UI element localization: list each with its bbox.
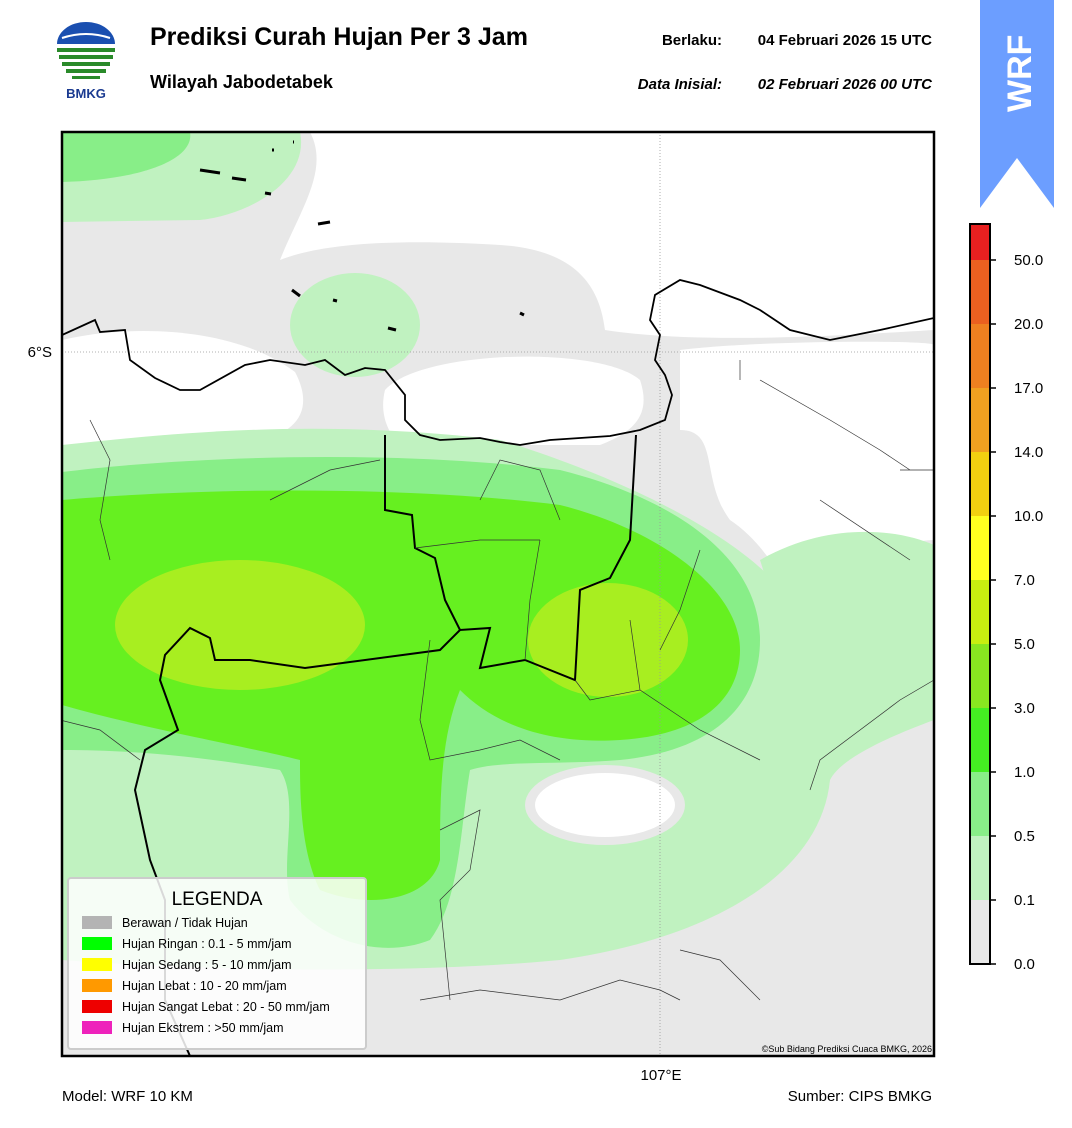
valid-label: Berlaku: <box>662 32 722 49</box>
legend-swatch <box>82 937 112 950</box>
footer-model: Model: WRF 10 KM <box>62 1088 193 1105</box>
map <box>62 132 934 1056</box>
colorbar-segment <box>970 516 990 580</box>
colorbar-segment <box>970 324 990 388</box>
colorbar-segment <box>970 260 990 324</box>
legend-label: Hujan Lebat : 10 - 20 mm/jam <box>122 979 287 993</box>
colorbar-tick-label: 10.0 <box>1014 508 1043 525</box>
colorbar-segment <box>970 900 990 964</box>
banner-text: WRF <box>1001 35 1039 112</box>
legend-swatch <box>82 1021 112 1034</box>
valid-time: 04 Februari 2026 15 UTC <box>758 32 932 49</box>
legend-swatch <box>82 958 112 971</box>
logo-text: BMKG <box>66 86 106 101</box>
colorbar-segment <box>970 388 990 452</box>
colorbar-tick-label: 0.5 <box>1014 828 1035 845</box>
logo: BMKG <box>57 22 115 101</box>
colorbar-segment <box>970 708 990 772</box>
colorbar-tick-label: 14.0 <box>1014 444 1043 461</box>
colorbar-tick-label: 7.0 <box>1014 572 1035 589</box>
colorbar-tick-label: 3.0 <box>1014 700 1035 717</box>
colorbar-tick-label: 20.0 <box>1014 316 1043 333</box>
legend-label: Hujan Ringan : 0.1 - 5 mm/jam <box>122 937 292 951</box>
legend-label: Berawan / Tidak Hujan <box>122 916 248 930</box>
colorbar-segment <box>970 772 990 836</box>
colorbar-tick-label: 1.0 <box>1014 764 1035 781</box>
legend-label: Hujan Sangat Lebat : 20 - 50 mm/jam <box>122 1000 330 1014</box>
colorbar-segment <box>970 836 990 900</box>
legend-title: LEGENDA <box>172 889 263 910</box>
colorbar-segment <box>970 224 990 260</box>
subtitle: Wilayah Jabodetabek <box>150 72 334 92</box>
colorbar-frame <box>969 223 991 965</box>
colorbar-tick-label: 5.0 <box>1014 636 1035 653</box>
init-label: Data Inisial: <box>638 76 722 93</box>
banner <box>980 0 1054 208</box>
title: Prediksi Curah Hujan Per 3 Jam <box>150 23 528 51</box>
map-frame <box>60 130 936 1058</box>
legend-label: Hujan Ekstrem : >50 mm/jam <box>122 1021 284 1035</box>
colorbar-segment <box>970 452 990 516</box>
colorbar-segment <box>970 644 990 708</box>
colorbar: 0.0 0.1 0.5 1.0 3.0 5.0 7.0 10.0 14.0 17.0 20.0 50.… <box>969 223 1043 973</box>
legend-label: Hujan Sedang : 5 - 10 mm/jam <box>122 958 292 972</box>
legend-swatch <box>82 1000 112 1013</box>
colorbar-tick-label: 0.0 <box>1014 956 1035 973</box>
init-time: 02 Februari 2026 00 UTC <box>758 76 933 93</box>
legend-swatch <box>82 979 112 992</box>
legend: LEGENDA Berawan / Tidak Hujan Hujan Ringa… <box>67 877 367 1050</box>
lon-label: 107°E <box>640 1067 681 1084</box>
colorbar-tick-label: 17.0 <box>1014 380 1043 397</box>
colorbar-tick-label: 50.0 <box>1014 252 1043 269</box>
credit: ©Sub Bidang Prediksi Cuaca BMKG, 2026 <box>762 1044 932 1054</box>
colorbar-tick-label: 0.1 <box>1014 892 1035 909</box>
colorbar-segment <box>970 580 990 644</box>
footer-source: Sumber: CIPS BMKG <box>788 1088 932 1105</box>
lat-label: 6°S <box>28 344 52 361</box>
legend-swatch <box>82 916 112 929</box>
